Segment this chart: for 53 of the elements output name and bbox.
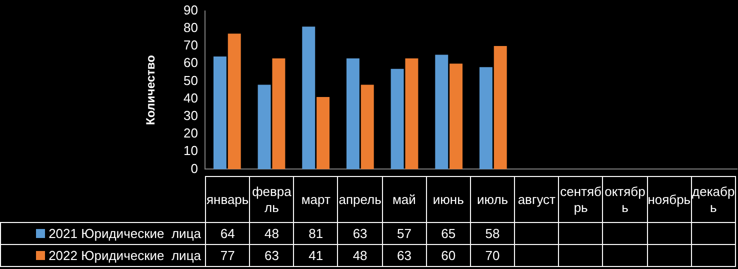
- bar: [258, 84, 271, 170]
- data-label: 65: [426, 222, 470, 244]
- bar: [302, 26, 316, 170]
- x-tick-label: июль: [470, 176, 515, 222]
- data-label: 77: [206, 244, 250, 266]
- bar: [479, 67, 492, 170]
- y-axis-title: Количество: [144, 55, 158, 125]
- bar: [346, 58, 360, 170]
- data-label: 41: [294, 244, 338, 266]
- data-label: 48: [338, 244, 382, 266]
- x-tick-label: январь: [206, 176, 250, 222]
- y-tick-label: 20: [184, 126, 198, 141]
- y-tick-label: 0: [190, 160, 198, 176]
- data-label: 70: [470, 244, 515, 266]
- y-tick-label: 90: [184, 2, 198, 18]
- x-tick-label: июнь: [426, 176, 470, 222]
- x-tick-label: октябрь: [602, 176, 648, 222]
- bar: [494, 46, 507, 170]
- bar: [316, 97, 330, 170]
- y-tick-label: 80: [184, 20, 198, 35]
- bar: [435, 54, 448, 170]
- x-tick-label: февраль: [250, 176, 294, 222]
- x-tick-label: декабрь: [691, 176, 736, 222]
- y-tick-label: 40: [184, 90, 198, 106]
- data-label: 58: [470, 222, 515, 244]
- data-label: 57: [382, 222, 426, 244]
- x-tick-label: ноябрь: [647, 176, 692, 222]
- y-tick-label: 60: [184, 55, 198, 70]
- x-tick-label: май: [382, 176, 426, 222]
- bar: [390, 68, 404, 170]
- x-tick-label: сентябрь: [558, 176, 603, 222]
- data-label: 60: [426, 244, 470, 266]
- data-label: 64: [206, 222, 250, 244]
- bar: [228, 34, 241, 170]
- bar: [360, 84, 374, 170]
- bar: [213, 56, 226, 170]
- y-tick-label: 70: [184, 38, 198, 53]
- bar: [272, 58, 286, 170]
- y-tick-label: 30: [184, 108, 198, 123]
- y-tick-label: 50: [184, 72, 198, 88]
- data-label: 48: [250, 222, 294, 244]
- legend-label: 2022 Юридические лица: [48, 248, 201, 262]
- bar: [405, 58, 418, 170]
- x-tick-label: август: [514, 176, 559, 222]
- data-label: 63: [382, 244, 426, 266]
- data-label: 81: [294, 222, 338, 244]
- legend-label: 2021 Юридические лица: [48, 226, 201, 240]
- y-tick-label: 10: [184, 143, 198, 158]
- data-label: 63: [338, 222, 382, 244]
- bar: [450, 64, 463, 170]
- x-tick-label: март: [294, 176, 338, 222]
- x-tick-label: апрель: [338, 176, 382, 222]
- data-label: 63: [250, 244, 294, 266]
